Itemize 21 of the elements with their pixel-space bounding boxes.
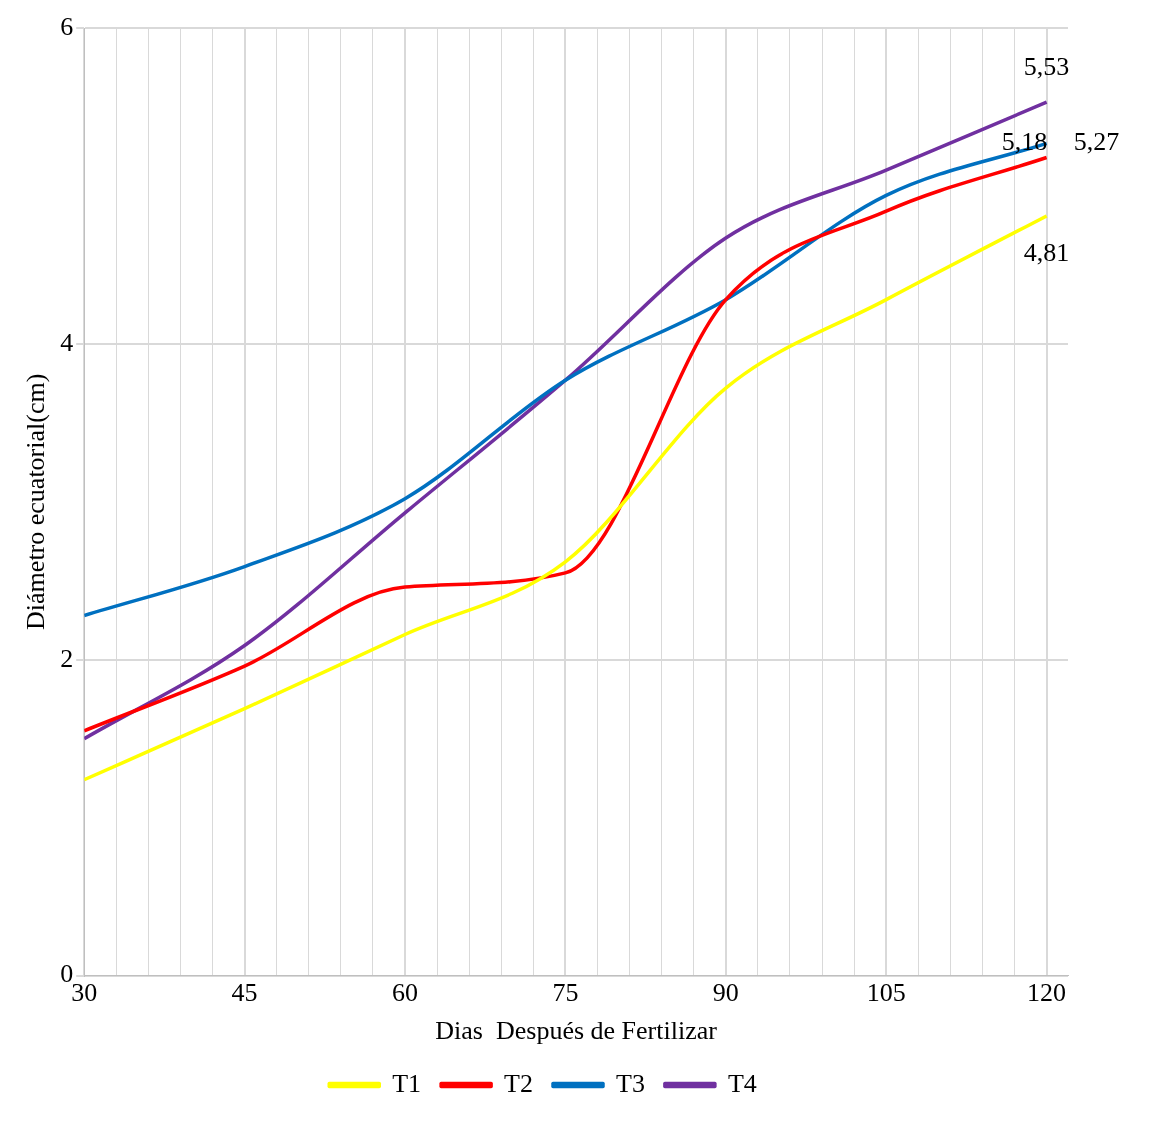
x-tick-label: 75: [552, 978, 579, 1008]
x-tick-label: 90: [712, 978, 739, 1008]
data-label: 5,27: [1073, 127, 1120, 157]
legend-label: T1: [392, 1068, 422, 1098]
legend-label: T3: [616, 1068, 645, 1098]
data-label: 4,81: [1023, 237, 1070, 267]
y-tick-label: 4: [60, 327, 74, 357]
x-tick-label: 60: [392, 978, 418, 1008]
data-label: 5,53: [1023, 52, 1070, 82]
y-tick-label: 2: [60, 643, 74, 673]
y-axis-title: Diámetro ecuatorial(cm): [21, 373, 51, 630]
legend-label: T4: [727, 1068, 757, 1098]
x-tick-label: 120: [1027, 978, 1067, 1008]
data-label: 5,18: [1001, 127, 1048, 157]
legend-label: T2: [504, 1068, 534, 1098]
y-tick-label: 0: [60, 959, 74, 989]
y-tick-label: 6: [60, 11, 74, 41]
x-axis-title: Dias Después de Fertilizar: [435, 1016, 718, 1046]
x-tick-label: 45: [231, 978, 258, 1008]
x-tick-label: 30: [71, 978, 98, 1008]
x-tick-label: 105: [866, 978, 906, 1008]
